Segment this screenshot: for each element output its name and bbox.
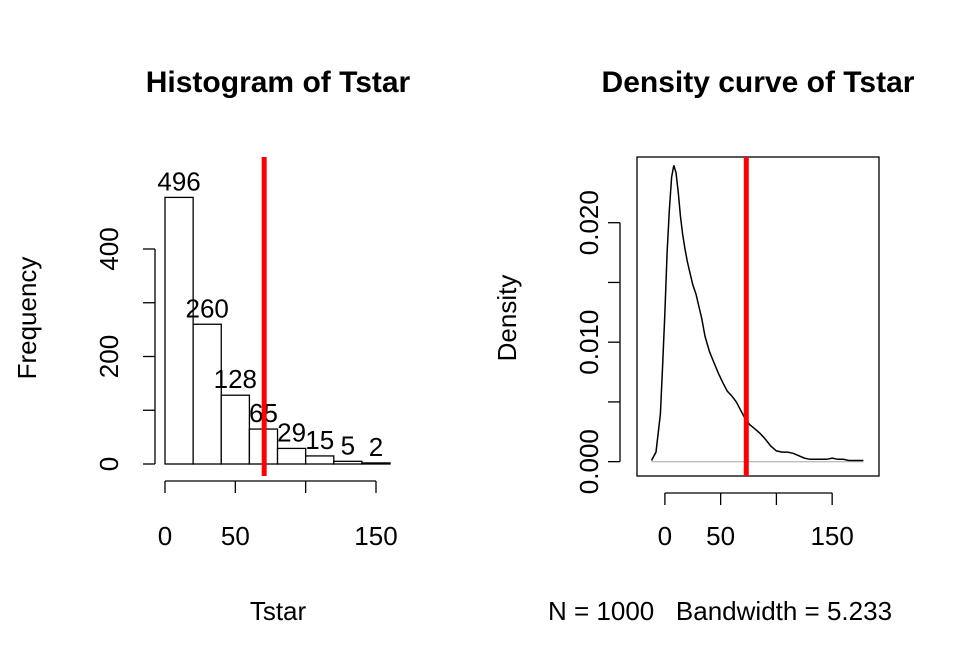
histogram-bar: [192, 323, 222, 465]
density-x-axis: 0 50 150: [658, 492, 854, 551]
histogram-x-axis: 0 50 150: [158, 480, 398, 551]
histogram-count-label: 128: [214, 364, 257, 394]
density-panel: Density curve of Tstar N = 1000 Bandwidt…: [492, 66, 915, 626]
histogram-bars: [164, 196, 391, 465]
density-title: Density curve of Tstar: [602, 66, 915, 99]
density-x-label: N = 1000 Bandwidth = 5.233: [548, 596, 892, 626]
density-y-tick-label: 0.020: [574, 190, 604, 255]
histogram-count-label: 5: [341, 430, 355, 460]
histogram-count-label: 29: [277, 417, 306, 447]
histogram-x-label: Tstar: [250, 596, 307, 626]
density-y-label: Density: [492, 275, 522, 362]
histogram-bar: [220, 394, 251, 465]
histogram-count-label: 496: [157, 166, 200, 196]
histogram-bar: [361, 462, 391, 465]
density-x-tick-label: 0: [658, 521, 672, 551]
density-y-tick-label: 0.000: [574, 429, 604, 494]
histogram-count-label: 260: [186, 293, 229, 323]
density-curve: [650, 165, 864, 462]
histogram-bar: [333, 460, 363, 465]
histogram-count-labels: 49626012865291552: [157, 166, 383, 462]
histogram-bar: [276, 447, 307, 465]
histogram-y-tick-label: 0: [94, 457, 124, 471]
density-y-axis: 0.000 0.010 0.020: [574, 190, 621, 494]
density-line: [650, 165, 864, 462]
density-y-tick-label: 0.010: [574, 310, 604, 375]
histogram-bar: [164, 196, 194, 465]
histogram-count-label: 15: [305, 425, 334, 455]
histogram-panel: Histogram of Tstar Tstar Frequency 496 26…: [12, 66, 411, 626]
density-x-tick-label: 150: [810, 521, 853, 551]
histogram-y-label: Frequency: [12, 257, 42, 380]
density-plot-box: [636, 156, 880, 477]
histogram-y-tick-label: 400: [94, 227, 124, 270]
histogram-x-tick-label: 0: [158, 521, 172, 551]
histogram-y-axis: 0 200 400: [94, 227, 156, 471]
histogram-bar: [305, 455, 335, 465]
histogram-x-tick-label: 150: [354, 521, 397, 551]
histogram-title: Histogram of Tstar: [146, 66, 411, 99]
histogram-x-tick-label: 50: [221, 521, 250, 551]
histogram-count-label: 2: [369, 432, 383, 462]
density-x-tick-label: 50: [706, 521, 735, 551]
histogram-y-tick-label: 200: [94, 335, 124, 378]
